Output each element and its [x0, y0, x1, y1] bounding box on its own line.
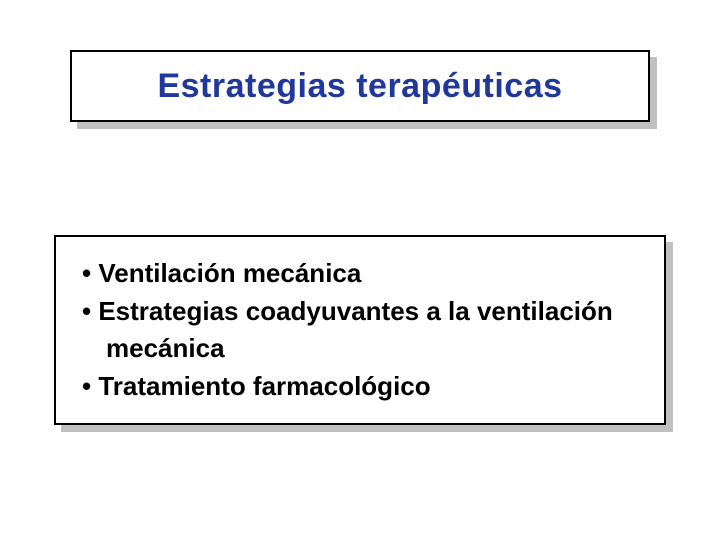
title-box: Estrategias terapéuticas [70, 50, 650, 122]
content-box: Ventilación mecánica Estrategias coadyuv… [54, 235, 666, 425]
list-item: Estrategias coadyuvantes a la ventilació… [78, 293, 642, 368]
list-item: Tratamiento farmacológico [78, 368, 642, 406]
slide-title: Estrategias terapéuticas [157, 67, 562, 106]
content-container: Ventilación mecánica Estrategias coadyuv… [54, 235, 666, 425]
title-container: Estrategias terapéuticas [70, 50, 650, 122]
bullet-list: Ventilación mecánica Estrategias coadyuv… [78, 255, 642, 406]
list-item: Ventilación mecánica [78, 255, 642, 293]
